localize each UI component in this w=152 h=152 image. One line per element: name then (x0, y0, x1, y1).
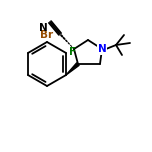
Polygon shape (66, 63, 79, 75)
Text: N: N (39, 23, 48, 33)
Text: N: N (98, 44, 106, 54)
Text: F: F (69, 47, 76, 57)
Text: Br: Br (40, 30, 54, 40)
